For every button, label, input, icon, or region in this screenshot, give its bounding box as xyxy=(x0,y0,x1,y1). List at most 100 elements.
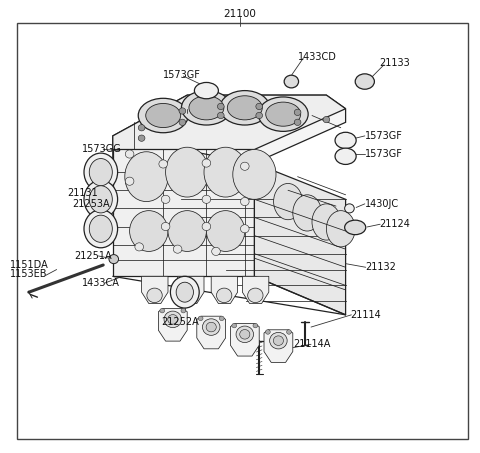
Circle shape xyxy=(161,195,170,203)
Circle shape xyxy=(270,333,287,349)
Circle shape xyxy=(240,329,250,339)
Circle shape xyxy=(265,330,270,334)
Ellipse shape xyxy=(168,211,206,251)
Ellipse shape xyxy=(125,152,168,202)
Circle shape xyxy=(273,336,284,346)
Text: 1573GG: 1573GG xyxy=(82,145,121,154)
Circle shape xyxy=(202,159,211,167)
Polygon shape xyxy=(142,276,168,304)
Text: 1151DA: 1151DA xyxy=(10,260,48,270)
Text: 1573GF: 1573GF xyxy=(365,149,403,159)
Ellipse shape xyxy=(181,91,231,125)
Polygon shape xyxy=(264,330,293,362)
Circle shape xyxy=(206,322,216,332)
Ellipse shape xyxy=(312,204,341,240)
Circle shape xyxy=(168,314,178,324)
Ellipse shape xyxy=(335,148,356,164)
Circle shape xyxy=(179,108,186,114)
Ellipse shape xyxy=(206,211,245,251)
Circle shape xyxy=(202,195,211,203)
Polygon shape xyxy=(242,276,269,304)
Ellipse shape xyxy=(258,97,308,131)
Circle shape xyxy=(217,112,224,119)
Text: 21253A: 21253A xyxy=(72,199,109,209)
Text: 21100: 21100 xyxy=(224,9,256,19)
Ellipse shape xyxy=(166,147,209,197)
Polygon shape xyxy=(254,163,346,315)
Ellipse shape xyxy=(284,75,299,88)
Circle shape xyxy=(202,222,211,231)
Circle shape xyxy=(183,288,198,303)
Circle shape xyxy=(159,160,168,168)
Ellipse shape xyxy=(345,220,366,235)
Ellipse shape xyxy=(176,282,193,302)
Text: 21114: 21114 xyxy=(350,310,381,320)
Circle shape xyxy=(138,135,145,141)
Ellipse shape xyxy=(130,211,168,251)
Circle shape xyxy=(181,308,186,313)
Circle shape xyxy=(240,225,249,233)
Circle shape xyxy=(240,162,249,170)
Circle shape xyxy=(173,245,182,253)
Ellipse shape xyxy=(194,82,218,99)
Ellipse shape xyxy=(228,96,262,120)
Circle shape xyxy=(203,319,220,335)
Text: 1573GF: 1573GF xyxy=(163,70,201,80)
Ellipse shape xyxy=(170,276,199,308)
Text: 1153EB: 1153EB xyxy=(10,269,47,279)
Circle shape xyxy=(345,204,354,213)
Circle shape xyxy=(109,255,119,264)
Circle shape xyxy=(164,311,181,328)
Circle shape xyxy=(240,198,249,206)
Circle shape xyxy=(232,323,237,328)
Ellipse shape xyxy=(189,96,224,120)
Ellipse shape xyxy=(89,215,112,242)
Circle shape xyxy=(294,119,301,125)
Polygon shape xyxy=(158,308,187,341)
Ellipse shape xyxy=(84,180,118,218)
Circle shape xyxy=(125,177,134,185)
Circle shape xyxy=(253,323,258,328)
Circle shape xyxy=(161,222,170,231)
Circle shape xyxy=(287,330,291,334)
Circle shape xyxy=(217,103,224,110)
Circle shape xyxy=(236,326,253,342)
Text: 21124: 21124 xyxy=(379,219,410,229)
Polygon shape xyxy=(230,323,259,356)
Text: 21114A: 21114A xyxy=(293,339,330,349)
Circle shape xyxy=(198,316,203,321)
Text: 1573GF: 1573GF xyxy=(365,131,403,141)
Ellipse shape xyxy=(84,210,118,248)
Circle shape xyxy=(179,119,186,125)
Circle shape xyxy=(256,112,263,119)
Ellipse shape xyxy=(89,186,112,213)
Ellipse shape xyxy=(293,195,322,231)
Ellipse shape xyxy=(138,98,188,133)
Circle shape xyxy=(248,288,263,303)
Text: 21133: 21133 xyxy=(379,58,410,68)
Circle shape xyxy=(219,316,224,321)
Ellipse shape xyxy=(326,211,355,247)
Ellipse shape xyxy=(233,149,276,199)
Polygon shape xyxy=(211,276,238,304)
Ellipse shape xyxy=(204,147,247,197)
Circle shape xyxy=(138,125,145,131)
Polygon shape xyxy=(113,95,346,163)
Text: 1430JC: 1430JC xyxy=(365,199,399,209)
Ellipse shape xyxy=(89,159,112,186)
Polygon shape xyxy=(113,136,254,276)
Ellipse shape xyxy=(355,74,374,89)
Circle shape xyxy=(135,243,144,251)
Circle shape xyxy=(323,116,330,123)
Polygon shape xyxy=(197,316,226,349)
Ellipse shape xyxy=(220,91,270,125)
Text: 21131: 21131 xyxy=(67,188,98,198)
Text: 21132: 21132 xyxy=(365,262,396,272)
Ellipse shape xyxy=(266,102,300,126)
Ellipse shape xyxy=(146,103,180,128)
Circle shape xyxy=(216,288,232,303)
Circle shape xyxy=(147,288,162,303)
Ellipse shape xyxy=(335,132,356,149)
Text: 21252A: 21252A xyxy=(161,317,199,327)
Ellipse shape xyxy=(274,183,302,220)
